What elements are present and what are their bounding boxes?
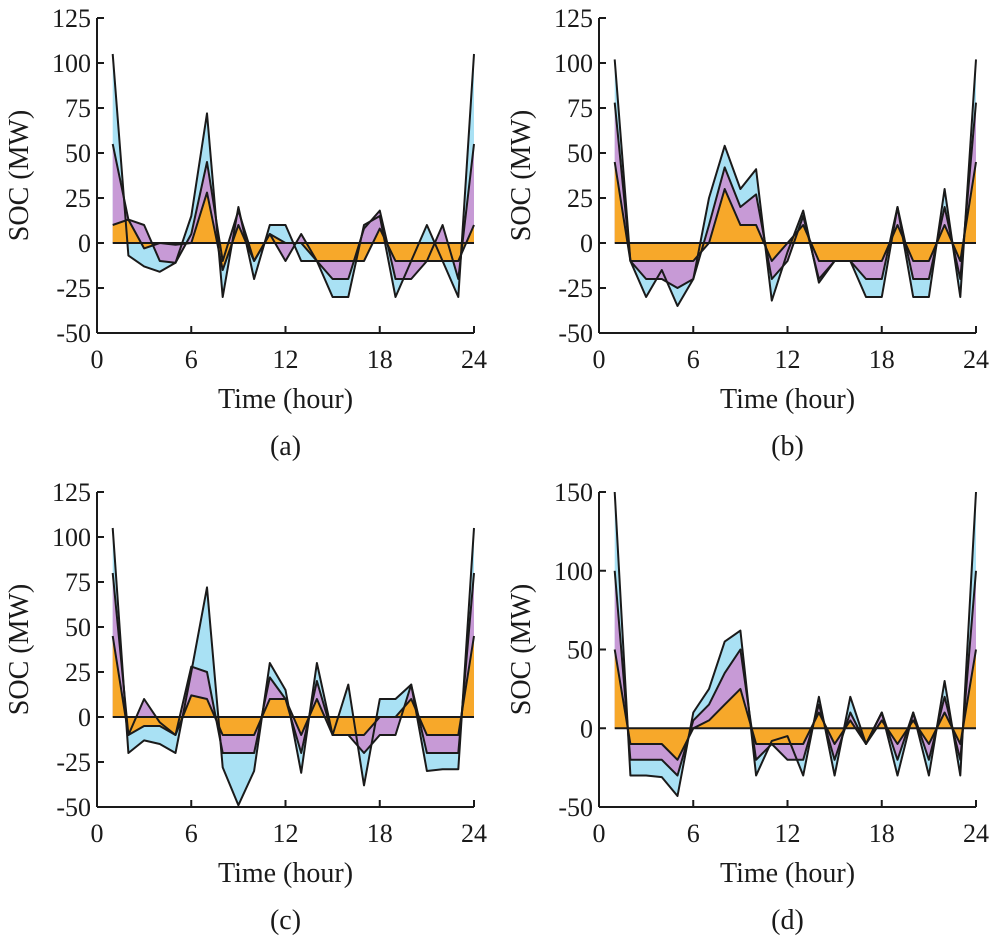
x-axis-title: Time (hour): [720, 858, 855, 889]
x-tick-label: 18: [869, 345, 895, 374]
x-tick-label: 18: [367, 819, 393, 848]
panel-caption: (a): [270, 431, 301, 462]
y-tick-label: -50: [558, 319, 593, 348]
x-tick-label: 0: [91, 345, 104, 374]
y-tick-label: 25: [65, 184, 91, 213]
x-tick-label: 12: [273, 819, 299, 848]
x-tick-label: 0: [91, 819, 104, 848]
y-axis-title: SOC (MW): [4, 110, 35, 241]
panel-caption: (b): [771, 431, 804, 462]
x-tick-label: 12: [273, 345, 299, 374]
series-inner-area-c: [112, 636, 474, 735]
panel-a: -50 -25 0 25 50 75 100 125 0 6 12 18 24 Time (hour) SO…: [4, 4, 487, 462]
x-tick-label: 6: [687, 819, 700, 848]
series-inner-area-d: [614, 649, 976, 760]
series-middle-line-d: [613, 570, 977, 777]
x-tick-label: 0: [593, 819, 606, 848]
y-tick-label: 100: [52, 49, 91, 78]
panel-caption: (c): [270, 905, 301, 936]
x-axis-title: Time (hour): [218, 858, 353, 889]
x-tick-label: 24: [963, 345, 989, 374]
y-tick-label: -50: [56, 319, 91, 348]
series-middle-line-a: [111, 143, 475, 280]
y-tick-label: 0: [78, 703, 91, 732]
x-tick-label: 6: [687, 345, 700, 374]
series-inner-area-a: [112, 192, 474, 270]
y-tick-label: -50: [558, 793, 593, 822]
x-tick-label: 24: [461, 345, 487, 374]
x-axis-title: Time (hour): [720, 384, 855, 415]
y-tick-label: 50: [567, 636, 593, 665]
series-middle-line-b: [613, 102, 977, 289]
y-tick-label: -25: [558, 274, 593, 303]
panel-caption: (d): [771, 905, 804, 936]
series-outer-area-c: [112, 528, 474, 806]
y-tick-label: 125: [52, 478, 91, 507]
x-tick-label: 24: [963, 819, 989, 848]
panel-c: -50 -25 0 25 50 75 100 125 0 6 12 18 24 Time (hour) SO…: [4, 478, 487, 936]
series-inner-line-b: [613, 161, 977, 262]
y-tick-label: 50: [567, 139, 593, 168]
x-axis-title: Time (hour): [218, 384, 353, 415]
y-axis-title: SOC (MW): [4, 584, 35, 715]
y-tick-label: 0: [580, 229, 593, 258]
series-outer-line-b: [613, 59, 977, 307]
y-tick-label: 25: [65, 658, 91, 687]
x-tick-label: 6: [185, 345, 198, 374]
y-tick-label: 150: [554, 478, 593, 507]
y-tick-label: 75: [65, 568, 91, 597]
x-tick-label: 18: [869, 819, 895, 848]
series-inner-line-d: [613, 649, 977, 761]
y-tick-label: 50: [65, 139, 91, 168]
y-tick-label: 75: [567, 94, 593, 123]
y-tick-label: 100: [554, 49, 593, 78]
x-tick-label: 0: [593, 345, 606, 374]
y-tick-label: 0: [580, 714, 593, 743]
series-outer-line-c: [111, 527, 475, 807]
y-tick-label: 125: [554, 4, 593, 33]
y-tick-label: 75: [65, 94, 91, 123]
y-tick-label: -50: [56, 793, 91, 822]
x-tick-label: 24: [461, 819, 487, 848]
series-inner-area-b: [614, 162, 976, 261]
x-tick-label: 12: [775, 345, 801, 374]
y-axis-title: SOC (MW): [506, 584, 537, 715]
y-tick-label: 100: [554, 557, 593, 586]
y-tick-label: 25: [567, 184, 593, 213]
y-tick-label: 100: [52, 523, 91, 552]
y-tick-label: 0: [78, 229, 91, 258]
y-tick-label: -25: [56, 274, 91, 303]
y-tick-label: 50: [65, 613, 91, 642]
panel-b: -50 -25 0 25 50 75 100 125 0 6 12 18 24 Time (hour) SO…: [506, 4, 989, 462]
x-tick-label: 6: [185, 819, 198, 848]
x-tick-label: 12: [775, 819, 801, 848]
y-tick-label: 125: [52, 4, 91, 33]
y-axis-title: SOC (MW): [506, 110, 537, 241]
y-tick-label: -25: [56, 748, 91, 777]
x-tick-label: 18: [367, 345, 393, 374]
